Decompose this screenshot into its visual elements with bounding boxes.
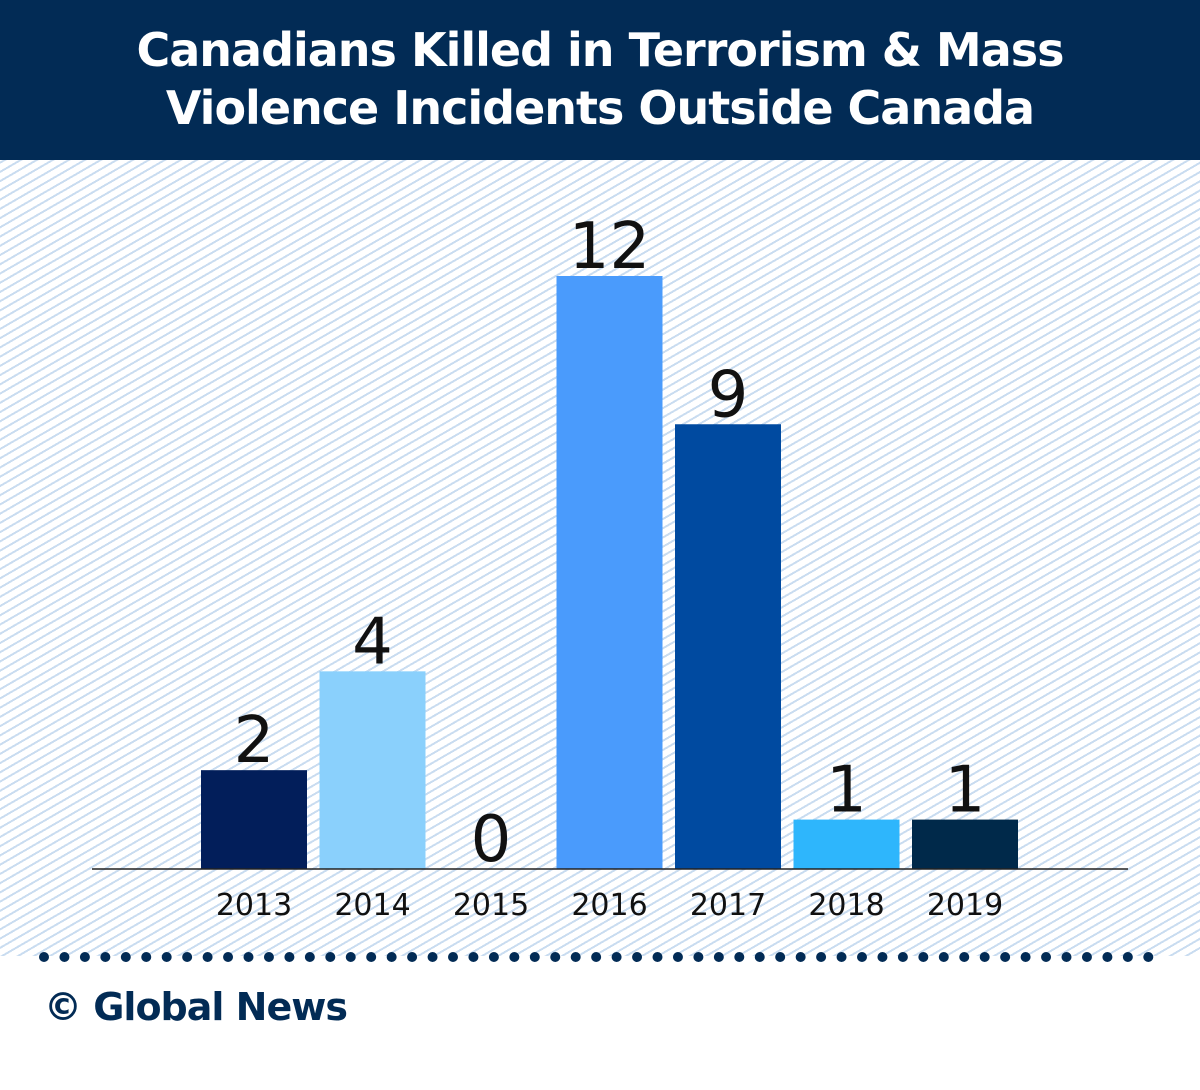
- data-label-2018: 1: [826, 754, 867, 828]
- divider-dot: [795, 952, 806, 962]
- divider-dot: [223, 952, 234, 962]
- divider-dot: [1000, 952, 1011, 962]
- divider-dot: [345, 952, 356, 962]
- bar-2013: [201, 770, 307, 869]
- divider-dot: [754, 952, 765, 962]
- divider-dot: [120, 952, 131, 962]
- bar-2014: [319, 671, 426, 869]
- data-label-2019: 1: [945, 754, 986, 828]
- divider-dot: [325, 952, 336, 962]
- x-tick-label-2018: 2018: [808, 888, 884, 923]
- divider-dot: [284, 952, 295, 962]
- bar-2018: [793, 819, 900, 869]
- data-label-2017: 9: [708, 358, 749, 432]
- divider-dot: [79, 952, 90, 962]
- divider-dot: [775, 952, 786, 962]
- divider-dot: [877, 952, 888, 962]
- copyright-logo: © Global News: [44, 985, 348, 1029]
- divider-dot: [366, 952, 377, 962]
- divider-dot: [836, 952, 847, 962]
- title-line-2: Violence Incidents Outside Canada: [165, 81, 1035, 135]
- divider-dot: [652, 952, 663, 962]
- x-tick-label-2013: 2013: [216, 888, 292, 923]
- divider-dot: [427, 952, 438, 962]
- divider-dot: [897, 952, 908, 962]
- divider-dot: [386, 952, 397, 962]
- chart-title: Canadians Killed in Terrorism & Mass Vio…: [0, 0, 1200, 160]
- data-label-2014: 4: [352, 605, 393, 679]
- divider-dot: [918, 952, 929, 962]
- divider-dot: [591, 952, 602, 962]
- divider-dot: [304, 952, 315, 962]
- x-tick-label-2015: 2015: [453, 888, 529, 923]
- divider-dot: [1020, 952, 1031, 962]
- divider-dot: [100, 952, 111, 962]
- divider-dot: [39, 952, 49, 962]
- divider-dot: [959, 952, 970, 962]
- divider-dot: [448, 952, 458, 962]
- divider-dot: [570, 952, 581, 962]
- divider-dot: [407, 952, 418, 962]
- divider-dot: [1122, 952, 1133, 962]
- data-label-2016: 12: [569, 210, 650, 284]
- data-label-2015: 0: [471, 803, 512, 877]
- x-tick-label-2019: 2019: [927, 888, 1003, 923]
- divider-dot: [488, 952, 499, 962]
- divider-dot: [979, 952, 990, 962]
- divider-dot: [468, 952, 479, 962]
- divider-dot: [816, 952, 827, 962]
- title-line-1: Canadians Killed in Terrorism & Mass: [136, 23, 1064, 77]
- divider-dot: [529, 952, 540, 962]
- bar-2019: [912, 819, 1018, 869]
- divider-dot: [713, 952, 724, 962]
- data-label-2013: 2: [234, 704, 275, 778]
- x-tick-label-2016: 2016: [571, 888, 647, 923]
- divider-dot: [1102, 952, 1113, 962]
- bar-2017: [675, 424, 781, 869]
- divider-dot: [1081, 952, 1092, 962]
- divider-dot: [161, 952, 172, 962]
- divider-dot: [182, 952, 193, 962]
- divider-dot: [59, 952, 70, 962]
- divider-dot: [1061, 952, 1072, 962]
- divider-dot: [857, 952, 867, 962]
- x-tick-label-2014: 2014: [334, 888, 410, 923]
- divider-dot: [611, 952, 622, 962]
- divider-dot: [243, 952, 254, 962]
- divider-dot: [202, 952, 213, 962]
- divider-dot: [141, 952, 152, 962]
- x-tick-label-2017: 2017: [690, 888, 766, 923]
- divider-dot: [693, 952, 704, 962]
- divider-dot: [550, 952, 561, 962]
- divider-dot: [632, 952, 643, 962]
- divider-dot: [672, 952, 683, 962]
- divider-dot: [509, 952, 520, 962]
- bar-2016: [556, 276, 663, 869]
- divider-dot: [734, 952, 745, 962]
- divider-dot: [1041, 952, 1052, 962]
- divider-dot: [938, 952, 949, 962]
- divider-dot: [263, 952, 274, 962]
- divider-dot: [1143, 952, 1154, 962]
